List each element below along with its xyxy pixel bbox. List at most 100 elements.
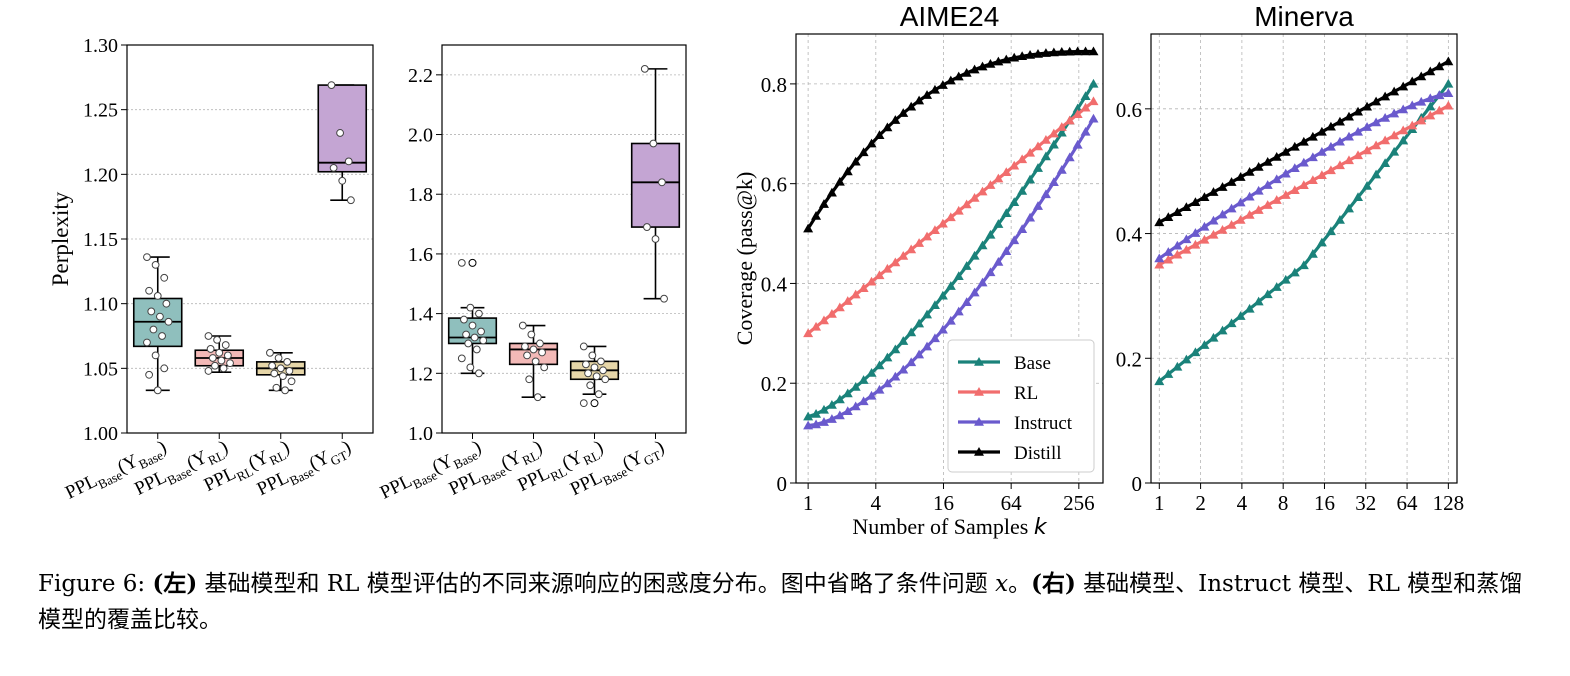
series-marker [1371, 96, 1382, 106]
series-marker [969, 64, 980, 74]
series-marker [858, 283, 869, 292]
series-marker [1398, 104, 1409, 114]
series-marker [1289, 267, 1300, 277]
series-marker [1154, 253, 1165, 263]
series-marker [1163, 369, 1174, 378]
y-tick-label: 0.4 [761, 272, 788, 296]
series-marker [882, 122, 893, 132]
series-marker [1080, 46, 1091, 56]
series-marker [818, 417, 829, 426]
series-marker [1398, 81, 1409, 91]
series-marker [1371, 117, 1382, 127]
data-point [643, 223, 651, 231]
series-marker [1217, 182, 1228, 191]
series-marker [1217, 325, 1228, 335]
series-marker [985, 267, 996, 277]
data-point [204, 367, 213, 375]
legend-label: Instruct [1014, 413, 1073, 434]
series-marker [1217, 224, 1228, 234]
series-marker [826, 400, 837, 409]
series-marker [1235, 197, 1246, 207]
series-marker [1298, 136, 1309, 146]
series-marker [945, 75, 956, 85]
series-marker [1371, 169, 1382, 179]
data-point [658, 178, 666, 187]
series-marker [1190, 347, 1201, 357]
series-marker [929, 84, 940, 94]
data-point [521, 342, 529, 351]
series-marker [1298, 260, 1309, 270]
series-marker [818, 199, 829, 208]
data-point [217, 356, 226, 365]
data-point [468, 321, 477, 330]
data-point [283, 357, 292, 366]
series-marker [1235, 311, 1246, 320]
data-point [601, 375, 610, 384]
series-marker [1025, 50, 1036, 59]
series-marker [1307, 175, 1318, 185]
data-point [472, 345, 481, 354]
series-marker [1181, 354, 1192, 364]
series-marker [1032, 141, 1043, 151]
series-marker [1443, 100, 1454, 110]
series-marker [914, 238, 925, 247]
series-marker [1325, 226, 1336, 236]
series-marker [826, 187, 837, 197]
series-marker [1353, 126, 1364, 136]
series-marker [890, 344, 901, 354]
data-point [153, 292, 162, 300]
series-marker [1056, 165, 1067, 174]
label-y-sub: GT [328, 447, 350, 468]
label-y-sub: RL [206, 447, 228, 468]
series-marker [1416, 115, 1427, 125]
series-marker [1407, 120, 1418, 130]
series-marker [890, 257, 901, 267]
series-marker [1362, 145, 1373, 155]
series-marker [1262, 180, 1273, 189]
series-marker [1434, 61, 1445, 71]
series-marker [1217, 209, 1228, 219]
series-marker [985, 58, 996, 68]
plot-frame [1150, 33, 1458, 484]
data-point [276, 364, 285, 373]
data-point [223, 351, 232, 360]
series-marker [1025, 147, 1036, 157]
series-marker [1353, 106, 1364, 116]
data-point [582, 360, 590, 369]
series-marker [826, 309, 837, 318]
series-marker [803, 420, 814, 430]
series-marker [1380, 158, 1391, 168]
data-point [272, 383, 281, 392]
series-marker [993, 173, 1004, 183]
x-axis-label-var: k [1034, 515, 1048, 540]
data-point [651, 235, 660, 243]
series-marker [850, 382, 861, 391]
data-point [586, 381, 595, 390]
series-marker [1271, 195, 1282, 204]
series-marker [1389, 130, 1400, 140]
data-point [327, 81, 336, 89]
label-ppl-sub: RL [548, 464, 570, 485]
series-marker [882, 263, 893, 273]
x-tick-label: 8 [1278, 491, 1289, 515]
series-marker [1425, 66, 1436, 76]
x-axis-label: Number of Samples k [852, 514, 1047, 540]
series-marker [890, 371, 901, 381]
series-marker [1072, 109, 1083, 118]
series-marker [929, 225, 940, 234]
data-point [464, 339, 473, 348]
series-marker [898, 251, 909, 260]
series-marker [1064, 115, 1075, 125]
series-marker [1253, 162, 1264, 171]
series-marker [1289, 163, 1300, 172]
series-marker [1190, 228, 1201, 237]
data-point [590, 363, 599, 372]
x-tick-label: 2 [1195, 491, 1206, 515]
data-point [149, 325, 158, 334]
legend-marker [974, 417, 984, 426]
series-marker [842, 296, 853, 305]
series-marker [953, 205, 964, 215]
series-marker [1172, 249, 1183, 259]
series-marker [1380, 135, 1391, 145]
data-point [221, 341, 230, 349]
